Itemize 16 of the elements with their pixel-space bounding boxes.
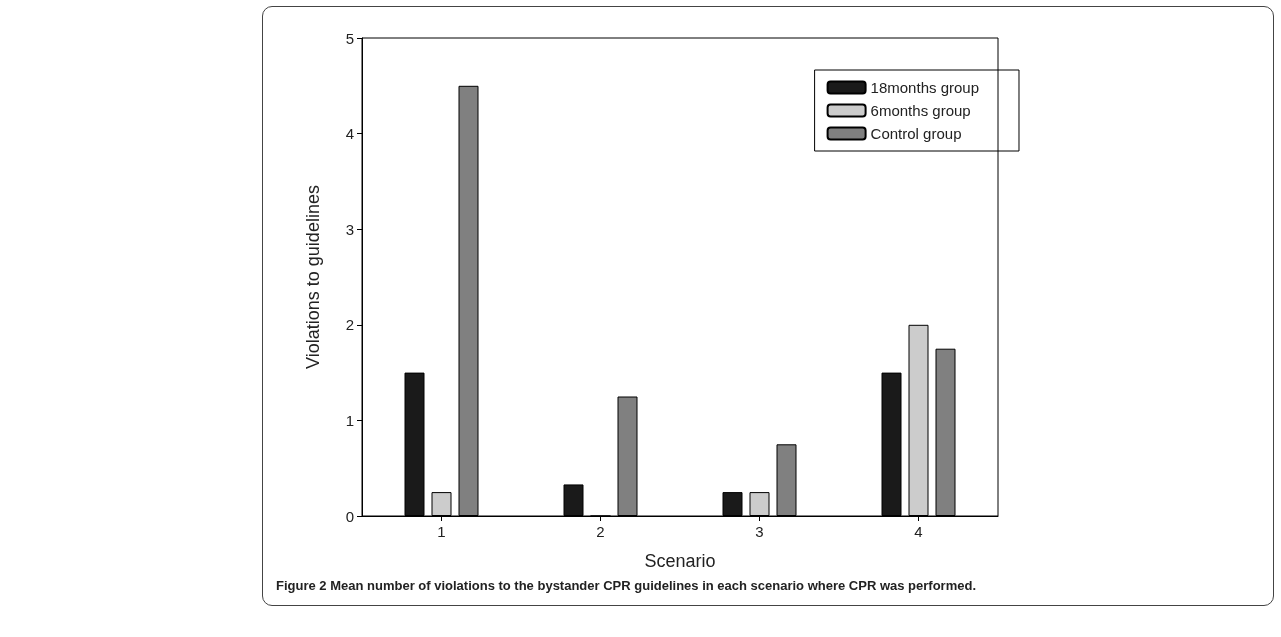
y-tick-label: 3	[345, 220, 354, 238]
caption: Figure 2 Mean number of violations to the bystander CPR guidelines in each scenario where CPR was performed.	[276, 578, 977, 593]
y-tick-label: 4	[345, 125, 354, 143]
y-axis-title: Violations to guidelines	[303, 185, 323, 369]
x-tick-label: 3	[755, 523, 764, 540]
y-tick-label: 1	[345, 411, 354, 429]
y-tick-label: 0	[345, 507, 354, 525]
legend-label: Control group	[870, 125, 962, 142]
y-tick-label: 2	[345, 316, 354, 334]
y-tick-label: 5	[345, 29, 354, 47]
x-tick-label: 1	[437, 523, 446, 540]
x-tick-label: 2	[596, 523, 605, 540]
legend-label: 18months group	[870, 79, 979, 96]
x-tick-label: 4	[914, 523, 923, 540]
x-axis-title: Scenario	[644, 551, 716, 571]
legend-label: 6months group	[870, 102, 971, 119]
